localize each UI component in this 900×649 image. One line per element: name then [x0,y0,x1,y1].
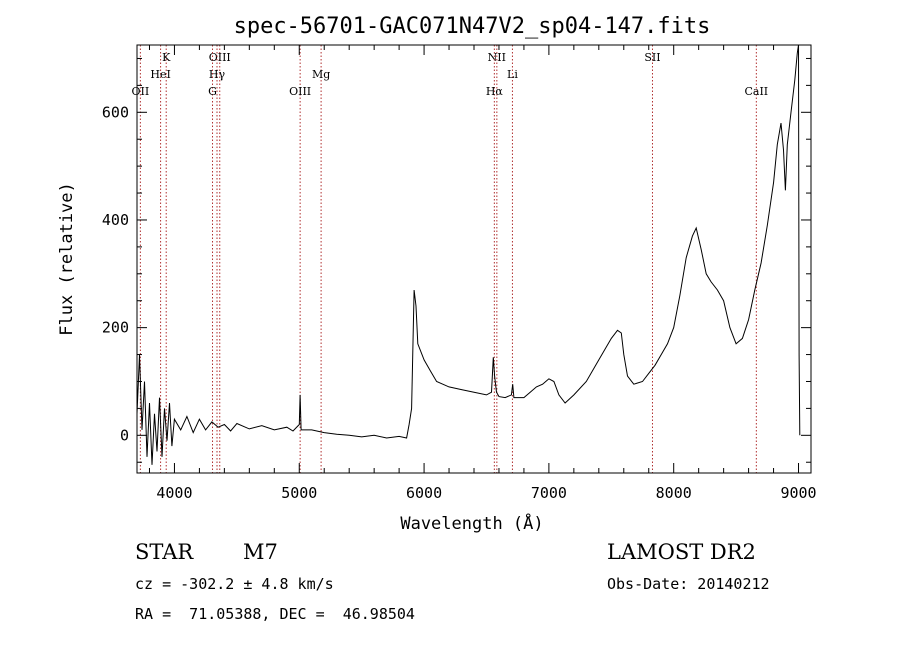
chart-title: spec-56701-GAC071N47V2_sp04-147.fits [234,14,711,39]
x-tick-label-2: 6000 [406,484,442,502]
line-label-3: OIII [209,51,231,64]
line-label-7: Mg [312,68,330,81]
line-label-0: OII [132,85,150,98]
spectral-subclass-label: M7 [243,540,278,564]
line-label-12: CaII [744,85,768,98]
line-label-4: Hγ [209,68,226,81]
x-tick-label-3: 7000 [531,484,567,502]
object-class-label: STAR [135,540,194,564]
survey-release-label: LAMOST DR2 [607,540,756,564]
x-axis: 4000 5000 6000 7000 8000 9000 [148,45,817,502]
line-label-11: SII [644,51,660,64]
y-axis-label: Flux (relative) [57,182,77,336]
line-label-1: K [162,51,171,64]
line-label-2: HeI [150,68,170,81]
y-tick-label-3: 600 [102,103,129,121]
y-tick-label-0: 0 [120,426,129,444]
x-tick-label-0: 4000 [156,484,192,502]
line-label-6: OIII [289,85,311,98]
x-tick-label-4: 8000 [656,484,692,502]
spectrum-series [136,44,801,465]
plot-frame [136,44,812,474]
redshift-readout: cz = -302.2 ± 4.8 km/s [135,575,334,593]
y-axis: 0 200 400 600 [102,57,811,463]
line-label-9: Hα [486,85,504,98]
y-tick-label-1: 200 [102,319,129,337]
y-tick-label-2: 400 [102,211,129,229]
spectrum-line [136,44,801,465]
line-label-8: NII [488,51,506,64]
line-label-10: Li [507,68,518,81]
obs-date-readout: Obs-Date: 20140212 [607,575,770,593]
x-axis-label: Wavelength (Å) [400,512,543,534]
line-label-5: G [208,85,217,98]
x-tick-label-5: 9000 [780,484,816,502]
coordinates-readout: RA = 71.05388, DEC = 46.98504 [135,605,415,623]
x-tick-label-1: 5000 [281,484,317,502]
